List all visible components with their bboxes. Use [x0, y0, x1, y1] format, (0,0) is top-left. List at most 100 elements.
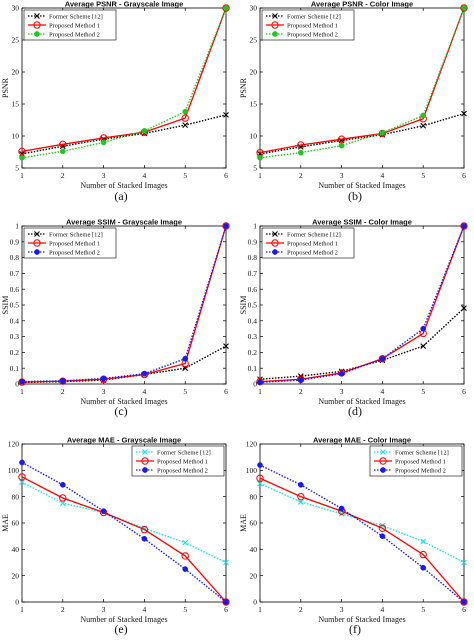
y-tick-label: 5: [253, 164, 257, 173]
marker-stroke: [461, 110, 467, 117]
y-tick-label: 40: [250, 545, 258, 554]
y-tick-label: 60: [12, 519, 20, 528]
data-point: [182, 355, 189, 362]
x-tick-label: 5: [421, 171, 425, 180]
data-point: [223, 5, 229, 11]
data-point: [420, 343, 427, 349]
data-point: [222, 222, 230, 230]
legend-label: Proposed Method 2: [287, 31, 338, 38]
legend-marker: [34, 13, 40, 19]
y-tick-label: 0: [253, 598, 257, 607]
series-line: [259, 464, 465, 603]
x-tick-label: 6: [462, 171, 466, 180]
data-point: [256, 474, 264, 482]
x-tick-label: 4: [381, 387, 385, 396]
x-tick-label: 2: [299, 171, 303, 180]
legend-marker: [141, 457, 149, 465]
x-axis-label: Number of Stacked Images: [318, 397, 405, 406]
legend-marker: [380, 449, 386, 455]
chart-panel-3: 1 2 3 4 5 6 0 0.1 0.2 0.3 0.4 0.5 0.6 0.7 0.8 0.9 1 Avera…: [1, 218, 230, 418]
x-tick-label: 1: [20, 171, 24, 180]
data-point: [18, 473, 26, 481]
legend-marker: [33, 21, 41, 29]
data-point: [100, 139, 107, 146]
series-line: [259, 7, 465, 154]
data-point: [141, 535, 148, 542]
x-tick-label: 5: [183, 171, 187, 180]
y-tick-label: 30: [250, 4, 258, 13]
data-point: [59, 377, 66, 384]
y-tick-label: 20: [250, 68, 258, 77]
data-point: [420, 564, 427, 571]
legend-label: Proposed Method 2: [49, 31, 100, 38]
y-tick-label: 25: [250, 36, 258, 45]
x-tick-label: 5: [183, 387, 187, 396]
series-line: [259, 477, 465, 603]
y-tick-label: 60: [250, 519, 258, 528]
plot-frame: [21, 225, 227, 385]
subfigure-caption: (d): [348, 404, 362, 418]
series-3: [19, 459, 229, 605]
x-tick-label: 3: [102, 605, 106, 614]
x-tick-label: 2: [299, 605, 303, 614]
x-tick-label: 3: [340, 605, 344, 614]
x-tick-label: 2: [61, 171, 65, 180]
series-line: [259, 225, 465, 384]
marker-stroke: [257, 480, 263, 487]
data-point: [100, 508, 107, 514]
data-point: [59, 140, 67, 149]
data-point: [461, 5, 467, 11]
x-tick-label: 6: [462, 605, 466, 614]
series-2: [18, 473, 230, 606]
legend-marker: [271, 239, 279, 247]
y-tick-label: 1: [253, 222, 257, 231]
series-3: [257, 462, 467, 605]
data-point: [223, 223, 229, 229]
y-tick-label: 0: [15, 598, 19, 607]
x-tick-label: 1: [258, 605, 262, 614]
y-tick-label: 0.2: [10, 348, 20, 357]
subfigure-caption: (a): [114, 189, 127, 203]
data-point: [297, 149, 304, 156]
data-point: [59, 377, 67, 385]
y-tick-label: 0: [15, 380, 19, 389]
legend-label: Former Scheme [12]: [157, 449, 211, 456]
series-3: [257, 5, 467, 161]
marker-stroke: [223, 111, 229, 118]
data-point: [59, 148, 66, 155]
y-tick-label: 40: [12, 545, 20, 554]
data-point: [18, 147, 26, 156]
data-point: [223, 599, 229, 605]
chart-title: Average PSNR - Grayscale Image: [65, 0, 184, 9]
legend-label: Former Scheme [12]: [49, 13, 103, 20]
y-tick-label: 0.1: [248, 364, 258, 373]
data-point: [141, 370, 148, 377]
x-tick-label: 6: [224, 171, 228, 180]
data-point: [338, 142, 345, 149]
x-tick-label: 3: [340, 171, 344, 180]
y-axis-label: PSNR: [1, 77, 10, 98]
chart-panel-1: 1 2 3 4 5 6 5 10 15 20 25 30 Average PSNR - Grayscal…: [1, 0, 230, 203]
legend-marker: [34, 231, 40, 237]
x-tick-label: 2: [61, 387, 65, 396]
series-2: [256, 474, 468, 606]
series-2: [18, 4, 230, 156]
legend-marker: [34, 31, 40, 37]
x-tick-label: 6: [462, 387, 466, 396]
data-point: [461, 223, 467, 229]
legend-marker: [34, 249, 40, 255]
x-tick-label: 6: [224, 605, 228, 614]
data-point: [420, 122, 427, 129]
legend-label: Proposed Method 2: [287, 249, 338, 256]
x-axis-label: Number of Stacked Images: [80, 397, 167, 406]
data-point: [222, 4, 230, 12]
y-tick-label: 0.5: [248, 301, 258, 310]
data-point: [420, 112, 427, 119]
chart-title: Average SSIM - Color Image: [312, 218, 412, 227]
x-tick-label: 1: [20, 387, 24, 396]
data-point: [461, 599, 467, 605]
x-tick-label: 5: [421, 605, 425, 614]
marker-stroke: [380, 449, 386, 455]
data-point: [379, 533, 386, 540]
